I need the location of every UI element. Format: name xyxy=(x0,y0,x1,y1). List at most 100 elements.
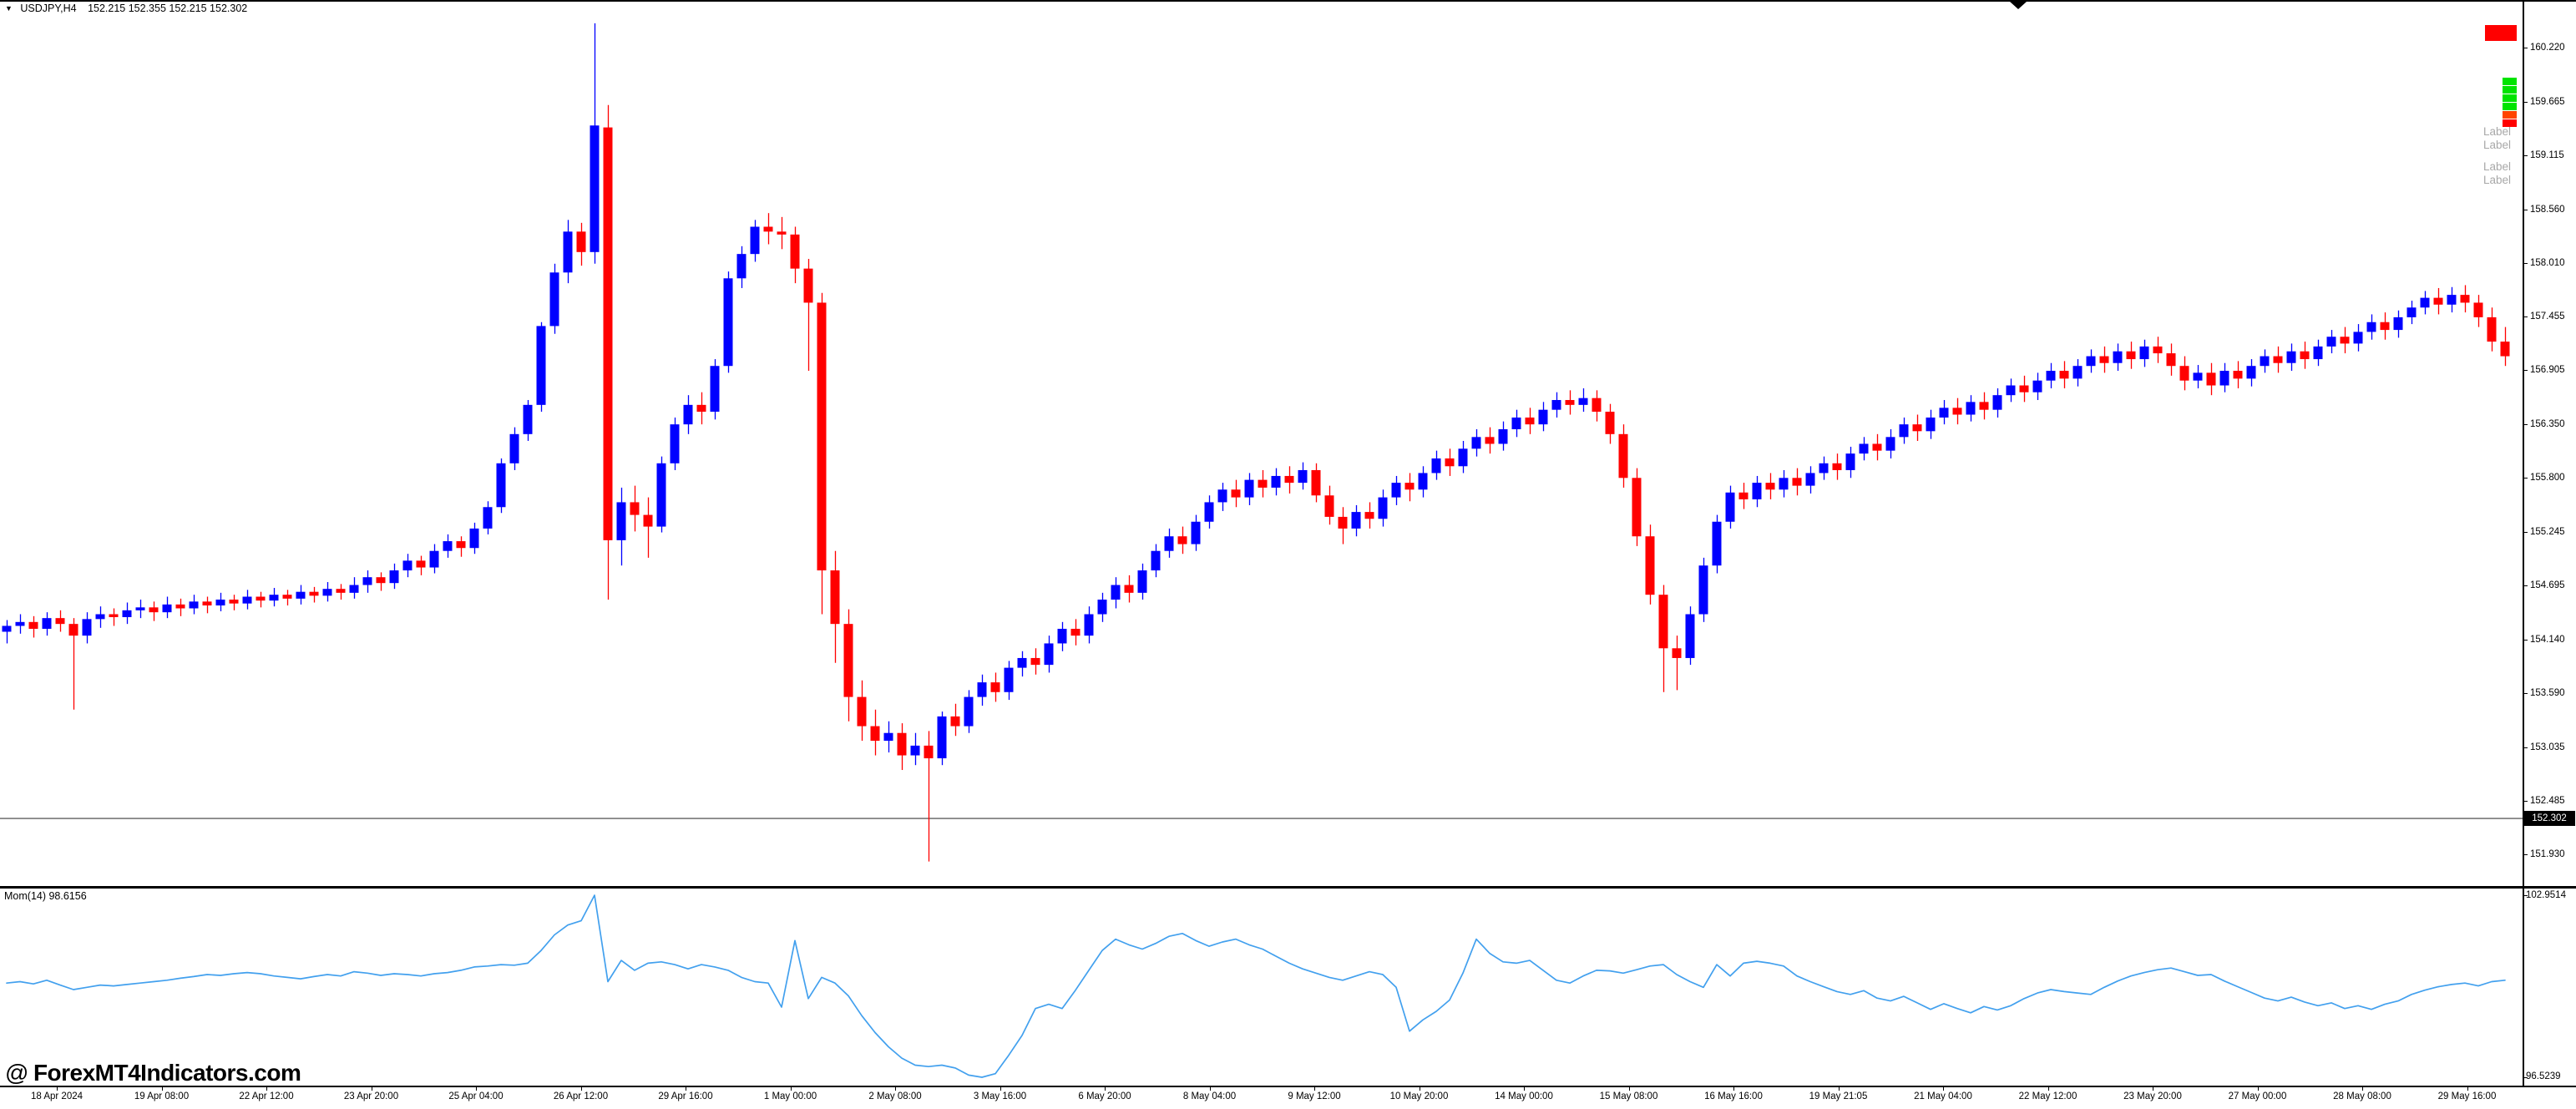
time-axis-label: 16 May 16:00 xyxy=(1704,1091,1763,1101)
time-axis-label: 9 May 12:00 xyxy=(1288,1091,1341,1101)
candle-body xyxy=(149,607,159,613)
time-axis-tick xyxy=(1628,1086,1630,1091)
candle-body xyxy=(603,127,613,540)
candle-body xyxy=(1698,565,1708,615)
candle-body xyxy=(2139,346,2149,360)
time-axis-tick xyxy=(2257,1086,2259,1091)
time-axis-label: 28 May 08:00 xyxy=(2333,1091,2391,1101)
time-axis-label: 22 May 12:00 xyxy=(2018,1091,2078,1101)
time-axis-label: 29 Apr 16:00 xyxy=(658,1091,713,1101)
price-axis-line[interactable] xyxy=(2523,0,2524,1087)
candle-body xyxy=(830,570,840,625)
time-axis-tick xyxy=(161,1086,163,1091)
time-axis-label: 19 Apr 08:00 xyxy=(134,1091,190,1101)
candle-body xyxy=(2326,337,2336,347)
candle-body xyxy=(1592,398,1602,413)
candle-body xyxy=(2260,356,2270,367)
candle-body xyxy=(28,621,38,629)
candle-body xyxy=(924,745,934,759)
candle-body xyxy=(416,560,426,568)
candle-body xyxy=(296,591,306,599)
candle-body xyxy=(1404,483,1415,490)
candle-body xyxy=(1151,550,1161,571)
price-axis-tick xyxy=(2523,639,2528,641)
candle-body xyxy=(549,272,559,327)
time-axis-label: 26 Apr 12:00 xyxy=(553,1091,609,1101)
candle-body xyxy=(509,433,519,463)
symbol-marker-icon: ▼ xyxy=(5,4,13,13)
price-axis-label: 159.115 xyxy=(2530,149,2564,160)
momentum-min-label: 96.5239 xyxy=(2526,1071,2561,1081)
candle-body xyxy=(1632,478,1642,537)
candle-body xyxy=(2380,322,2390,331)
momentum-max-label: 102.9514 xyxy=(2526,890,2566,900)
time-axis-label: 6 May 20:00 xyxy=(1078,1091,1131,1101)
candle-body xyxy=(402,560,412,571)
price-axis-label: 154.695 xyxy=(2530,580,2565,591)
candle-body xyxy=(55,618,65,625)
price-axis-tick xyxy=(2523,478,2528,479)
candle-body xyxy=(135,607,145,610)
candle-body xyxy=(1792,478,1802,486)
candle-body xyxy=(1859,443,1869,454)
candle-body xyxy=(336,589,346,593)
time-axis-tick xyxy=(266,1086,267,1091)
time-axis-tick xyxy=(476,1086,477,1091)
candle-body xyxy=(1057,628,1067,644)
candle-body xyxy=(1097,600,1107,615)
candle-body xyxy=(1805,473,1815,486)
candle-body xyxy=(1899,424,1909,438)
candle-body xyxy=(1044,643,1054,666)
candle-body xyxy=(910,745,920,756)
candle-body xyxy=(817,302,827,571)
time-axis-label: 23 Apr 20:00 xyxy=(343,1091,399,1101)
candle-body xyxy=(109,614,119,617)
candle-body xyxy=(1231,489,1241,498)
candle-body xyxy=(1431,458,1441,473)
candle-body xyxy=(723,278,733,367)
time-axis-tick xyxy=(1000,1086,1001,1091)
candle-body xyxy=(1418,473,1428,490)
time-axis-label: 29 May 16:00 xyxy=(2437,1091,2497,1101)
candle-body xyxy=(1538,409,1548,425)
candle-body xyxy=(1565,400,1575,405)
candle-body xyxy=(2006,385,2016,396)
candle-body xyxy=(2,625,12,632)
candle-body xyxy=(2113,351,2123,363)
candle-body xyxy=(68,624,78,636)
time-axis-label: 3 May 16:00 xyxy=(973,1091,1027,1101)
candle-body xyxy=(1298,469,1308,484)
candle-body xyxy=(2153,346,2163,354)
candle-body xyxy=(2366,322,2376,332)
time-axis-tick xyxy=(1209,1086,1211,1091)
candle-body xyxy=(122,610,132,617)
candle-body xyxy=(523,404,533,434)
chart-shift-marker-icon[interactable] xyxy=(2010,2,2027,9)
candle-body xyxy=(362,577,372,585)
candle-body xyxy=(777,231,787,235)
indicator-marker-rect xyxy=(2485,25,2517,41)
candle-body xyxy=(1658,595,1668,649)
candle-body xyxy=(42,618,52,629)
candle-body xyxy=(950,716,960,727)
candle-body xyxy=(1952,408,1962,415)
candle-body xyxy=(1070,628,1081,636)
time-axis-tick xyxy=(1733,1086,1734,1091)
panel-separator-line[interactable] xyxy=(0,886,2576,889)
candle-body xyxy=(2406,307,2417,317)
time-axis-tick xyxy=(1524,1086,1525,1091)
candle-body xyxy=(229,600,239,604)
candle-body xyxy=(456,541,466,549)
candle-body xyxy=(2473,302,2483,317)
time-axis-line xyxy=(0,1086,2576,1087)
candle-body xyxy=(1912,424,1922,432)
candle-body xyxy=(1244,479,1254,498)
price-axis-label: 152.485 xyxy=(2530,795,2565,806)
candle-body xyxy=(2019,385,2029,392)
candle-body xyxy=(1832,463,1842,470)
time-axis-label: 2 May 08:00 xyxy=(868,1091,922,1101)
momentum-axis-tick xyxy=(2523,1077,2528,1078)
candle-body xyxy=(322,589,332,596)
candle-body xyxy=(616,502,626,540)
